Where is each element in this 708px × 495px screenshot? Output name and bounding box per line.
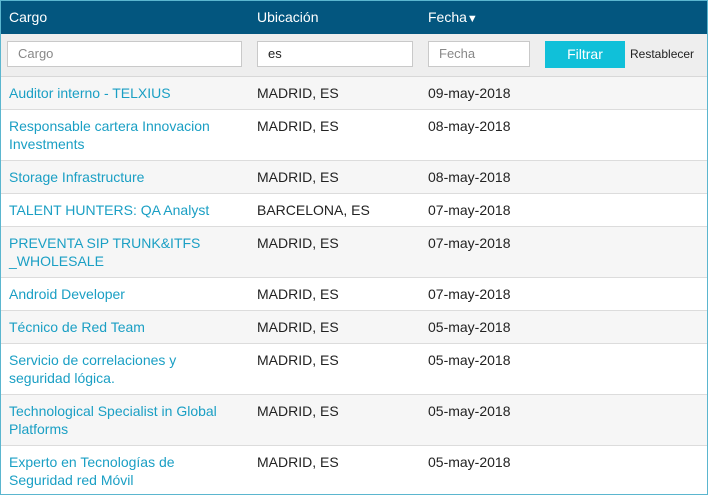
job-location: MADRID, ES	[257, 118, 339, 134]
job-date: 08-may-2018	[428, 118, 511, 134]
job-location: MADRID, ES	[257, 319, 339, 335]
header-bar: Cargo Ubicación Fecha▼	[1, 1, 707, 34]
job-row: Technological Specialist in Global Platf…	[1, 395, 707, 446]
job-title-link[interactable]: Storage Infrastructure	[9, 169, 145, 185]
job-date: 05-may-2018	[428, 454, 511, 470]
job-row: Experto en Tecnologías de Seguridad red …	[1, 446, 707, 494]
job-row: Android Developer MADRID, ES 07-may-2018	[1, 278, 707, 311]
job-row: Responsable cartera Innovacion Investmen…	[1, 110, 707, 161]
job-date: 09-may-2018	[428, 85, 511, 101]
column-header-text[interactable]: Fecha	[428, 9, 467, 25]
column-header[interactable]: Fecha▼	[428, 9, 478, 25]
job-location: MADRID, ES	[257, 352, 339, 368]
job-title-link[interactable]: Experto en Tecnologías de Seguridad red …	[9, 454, 175, 488]
job-date: 05-may-2018	[428, 403, 511, 419]
job-row: Storage Infrastructure MADRID, ES 08-may-2…	[1, 161, 707, 194]
job-date: 05-may-2018	[428, 352, 511, 368]
job-title-link[interactable]: Technological Specialist in Global Platf…	[9, 403, 217, 437]
job-title-link[interactable]: Técnico de Red Team	[9, 319, 145, 335]
cargo-input[interactable]: Cargo	[7, 41, 242, 67]
job-row: Servicio de correlaciones y seguridad ló…	[1, 344, 707, 395]
job-date: 07-may-2018	[428, 286, 511, 302]
job-location: MADRID, ES	[257, 235, 339, 251]
job-title-link[interactable]: TALENT HUNTERS: QA Analyst	[9, 202, 210, 218]
ubicacion-input[interactable]: es	[257, 41, 413, 67]
job-date: 08-may-2018	[428, 169, 511, 185]
reset-link[interactable]: Restablecer	[630, 47, 695, 61]
job-row: Auditor interno - TELXIUS MADRID, ES 09-ma…	[1, 77, 707, 110]
rows: Auditor interno - TELXIUS MADRID, ES 09-ma…	[1, 77, 707, 494]
filter-row: Cargo es Fecha Filtrar Restablecer	[1, 34, 707, 77]
job-title-link[interactable]: Responsable cartera Innovacion Investmen…	[9, 118, 210, 152]
job-location: MADRID, ES	[257, 286, 339, 302]
job-row: PREVENTA SIP TRUNK&ITFS _WHOLESALE MADRID…	[1, 227, 707, 278]
job-title-link[interactable]: Android Developer	[9, 286, 125, 302]
job-date: 05-may-2018	[428, 319, 511, 335]
job-title-link[interactable]: Auditor interno - TELXIUS	[9, 85, 171, 101]
job-title-link[interactable]: PREVENTA SIP TRUNK&ITFS _WHOLESALE	[9, 235, 201, 269]
filter-button[interactable]: Filtrar	[545, 41, 625, 68]
job-row: Técnico de Red Team MADRID, ES 05-may-2018	[1, 311, 707, 344]
job-location: MADRID, ES	[257, 169, 339, 185]
job-date: 07-may-2018	[428, 202, 511, 218]
job-location: BARCELONA, ES	[257, 202, 370, 218]
job-date: 07-may-2018	[428, 235, 511, 251]
job-title-link[interactable]: Servicio de correlaciones y seguridad ló…	[9, 352, 177, 386]
column-header[interactable]: Ubicación	[257, 9, 319, 25]
fecha-input[interactable]: Fecha	[428, 41, 530, 67]
job-row: TALENT HUNTERS: QA Analyst BARCELONA, ES 0…	[1, 194, 707, 227]
job-location: MADRID, ES	[257, 85, 339, 101]
column-header[interactable]: Cargo	[9, 9, 48, 25]
job-location: MADRID, ES	[257, 454, 339, 470]
sort-indicator: ▼	[466, 13, 478, 25]
job-location: MADRID, ES	[257, 403, 339, 419]
